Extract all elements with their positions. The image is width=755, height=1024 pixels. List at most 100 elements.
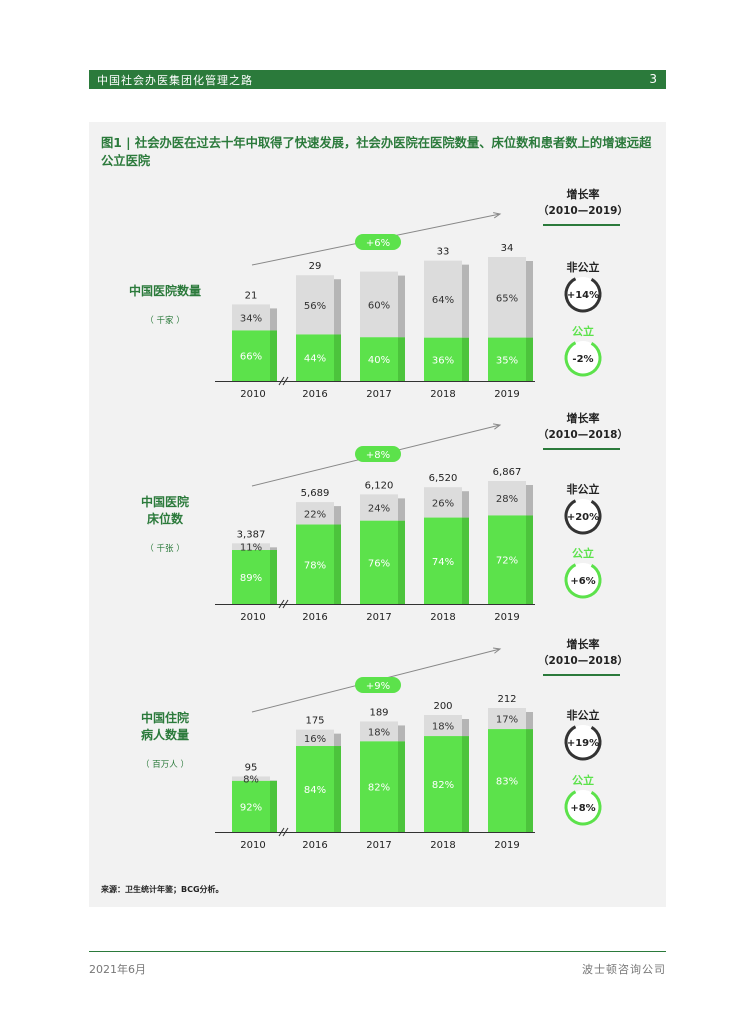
bar-segment-nonpublic (296, 729, 334, 747)
bar-label-public: 82% (368, 783, 390, 794)
axis-break-mark (278, 599, 285, 609)
nonpublic-label: 非公立 (567, 708, 600, 722)
bar-side-gray (270, 547, 277, 551)
bar-segment-nonpublic (360, 721, 398, 742)
bar-segment-public (488, 729, 526, 832)
x-tick-label: 2018 (430, 840, 455, 851)
bar-label-public: 36% (432, 355, 454, 366)
bar-segment-nonpublic (360, 494, 398, 521)
page-number: 3 (649, 72, 657, 86)
trend-pill (355, 234, 401, 250)
nonpublic-rate: +19% (567, 738, 599, 749)
bar-label-nonpublic: 34% (240, 313, 262, 324)
x-tick-label: 2017 (366, 840, 391, 851)
x-tick-label: 2016 (302, 389, 327, 400)
trend-label: +9% (366, 681, 390, 692)
bar-label-public: 92% (240, 802, 262, 813)
bar-label-public: 74% (432, 557, 454, 568)
bar-total-label: 33 (437, 247, 450, 258)
bar-label-public: 84% (304, 785, 326, 796)
bar-segment-nonpublic (488, 257, 526, 338)
bar-side-gray (334, 506, 341, 525)
chart-label-line: 中国医院数量 (129, 283, 201, 298)
public-label: 公立 (572, 773, 594, 787)
bar-segment-public (424, 517, 462, 604)
source-note: 来源：卫生统计年鉴；BCG分析。 (101, 885, 224, 894)
trend-arrow-head (493, 212, 502, 219)
bar-side-green (462, 337, 469, 381)
bar-label-nonpublic: 28% (496, 494, 518, 505)
bar-segment-public (424, 736, 462, 832)
axis-break-mark (278, 827, 285, 837)
bar-segment-nonpublic (232, 776, 270, 781)
nonpublic-label: 非公立 (567, 260, 600, 274)
chart-label-line: 中国住院 (141, 710, 189, 725)
bar-side-green (398, 337, 405, 381)
bar-side-green (462, 736, 469, 832)
bar-total-label: 34 (501, 243, 514, 254)
bar-label-public: 83% (496, 777, 518, 788)
bar-total-label: 6,520 (429, 473, 458, 484)
bar-label-nonpublic: 65% (496, 293, 518, 304)
bar-side-gray (526, 712, 533, 730)
footer-company: 波士顿咨询公司 (582, 963, 666, 976)
bar-side-gray (334, 279, 341, 335)
public-label: 公立 (572, 546, 594, 560)
bar-segment-public (488, 515, 526, 604)
bar-label-public: 44% (304, 354, 326, 365)
bar-side-gray (398, 275, 405, 338)
nonpublic-rate-ring (564, 497, 602, 535)
growth-title: 增长率 (567, 637, 600, 651)
bar-label-nonpublic: 18% (432, 722, 454, 733)
bar-side-green (334, 334, 341, 381)
nonpublic-rate-ring (564, 275, 602, 313)
bar-side-gray (526, 261, 533, 338)
growth-period: （2010—2019） (538, 204, 628, 217)
public-rate: +8% (570, 803, 595, 814)
bar-segment-nonpublic (424, 260, 462, 338)
bar-total-label: 5,689 (301, 488, 330, 499)
trend-arrow-head (493, 423, 502, 430)
bar-label-nonpublic: 24% (368, 504, 390, 515)
bar-label-public: 89% (240, 573, 262, 584)
bar-label-nonpublic: 16% (304, 734, 326, 745)
public-label: 公立 (572, 324, 594, 338)
bar-side-green (526, 515, 533, 604)
trend-label: +6% (366, 238, 390, 249)
report-title: 中国社会办医集团化管理之路 (97, 74, 253, 87)
bar-segment-nonpublic (360, 271, 398, 338)
bar-segment-public (296, 524, 334, 604)
bar-segment-nonpublic (296, 275, 334, 335)
bar-side-green (526, 729, 533, 832)
bar-segment-public (360, 337, 398, 381)
bar-side-green (270, 330, 277, 381)
bar-segment-public (232, 330, 270, 381)
bar-side-gray (398, 498, 405, 521)
bar-label-public: 82% (432, 780, 454, 791)
chart-label-line: 病人数量 (141, 727, 189, 742)
x-tick-label: 2016 (302, 840, 327, 851)
growth-title: 增长率 (567, 411, 600, 425)
x-tick-label: 2019 (494, 389, 519, 400)
bar-segment-public (232, 780, 270, 832)
bar-segment-nonpublic (488, 708, 526, 730)
growth-period: （2010—2018） (538, 428, 628, 441)
growth-period: （2010—2018） (538, 654, 628, 667)
bar-label-public: 66% (240, 352, 262, 363)
bar-label-nonpublic: 17% (496, 715, 518, 726)
nonpublic-label: 非公立 (567, 482, 600, 496)
bar-segment-public (488, 337, 526, 381)
bar-label-nonpublic: 18% (368, 727, 390, 738)
chart-unit: （ 百万人 ） (141, 759, 189, 770)
bar-side-green (526, 337, 533, 381)
nonpublic-rate: +14% (567, 290, 599, 301)
x-tick-label: 2010 (240, 389, 265, 400)
axis-break-mark (282, 599, 289, 609)
bar-segment-nonpublic (296, 502, 334, 525)
bar-segment-public (424, 337, 462, 381)
bar-label-nonpublic: 56% (304, 301, 326, 312)
bar-label-public: 76% (368, 558, 390, 569)
growth-title: 增长率 (567, 187, 600, 201)
bar-label-nonpublic: 26% (432, 498, 454, 509)
bar-label-nonpublic: 8% (243, 775, 259, 786)
